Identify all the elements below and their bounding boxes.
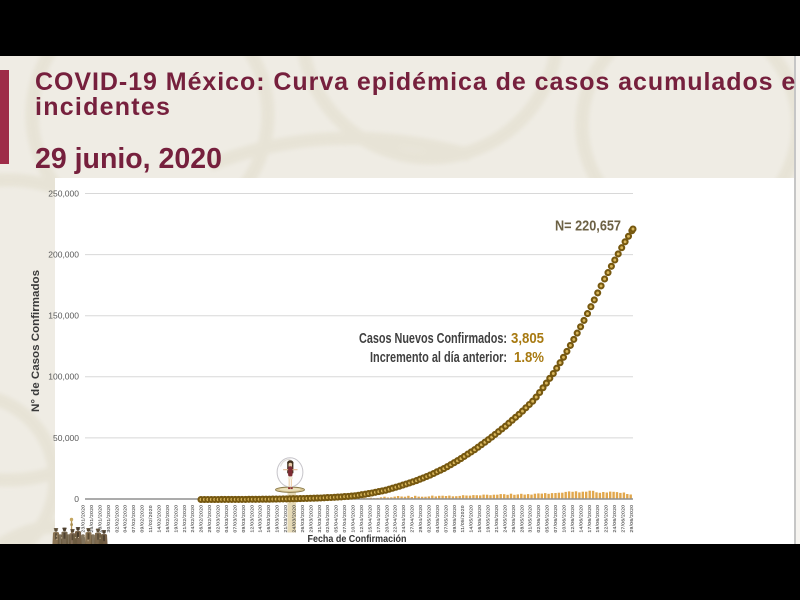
svg-text:10/06/2020: 10/06/2020 [562, 505, 568, 533]
svg-text:27/06/2020: 27/06/2020 [621, 505, 627, 533]
svg-text:16/02/2020: 16/02/2020 [165, 505, 171, 533]
svg-text:07/03/2020: 07/03/2020 [232, 505, 238, 533]
svg-text:14/02/2020: 14/02/2020 [156, 505, 162, 533]
svg-text:31/05/2020: 31/05/2020 [528, 505, 534, 533]
svg-text:21/05/2020: 21/05/2020 [494, 505, 500, 533]
svg-text:0: 0 [74, 494, 79, 504]
svg-text:100,000: 100,000 [48, 372, 79, 382]
svg-text:23/01/2020: 23/01/2020 [81, 505, 87, 533]
svg-text:14/03/2020: 14/03/2020 [258, 505, 264, 533]
svg-text:02/02/2020: 02/02/2020 [114, 505, 120, 533]
svg-text:14/06/2020: 14/06/2020 [578, 505, 584, 533]
svg-text:19/03/2020: 19/03/2020 [275, 505, 281, 533]
svg-text:07/06/2020: 07/06/2020 [553, 505, 559, 533]
svg-text:09/02/2020: 09/02/2020 [140, 505, 146, 533]
svg-text:07/05/2020: 07/05/2020 [443, 505, 449, 533]
svg-text:14/05/2020: 14/05/2020 [469, 505, 475, 533]
svg-text:04/05/2020: 04/05/2020 [435, 505, 441, 533]
svg-text:11/05/2020: 11/05/2020 [460, 505, 466, 532]
svg-text:12/03/2020: 12/03/2020 [249, 505, 255, 533]
svg-text:29/06/2020: 29/06/2020 [629, 505, 635, 533]
svg-text:28/05/2020: 28/05/2020 [519, 505, 525, 533]
svg-text:09/05/2020: 09/05/2020 [452, 505, 458, 533]
svg-text:250,000: 250,000 [48, 188, 79, 198]
svg-text:24/04/2020: 24/04/2020 [401, 505, 407, 533]
svg-text:16/05/2020: 16/05/2020 [477, 505, 483, 533]
svg-text:31/03/2020: 31/03/2020 [317, 505, 323, 533]
svg-text:3,805: 3,805 [511, 331, 544, 347]
svg-text:05/06/2020: 05/06/2020 [545, 505, 551, 533]
svg-text:02/03/2020: 02/03/2020 [216, 505, 222, 533]
svg-text:07/02/2020: 07/02/2020 [131, 505, 137, 533]
svg-text:Incremento al día anterior:: Incremento al día anterior: [370, 350, 507, 366]
svg-text:1.8%: 1.8% [514, 350, 544, 366]
svg-text:25/01/2020: 25/01/2020 [89, 505, 95, 533]
svg-text:24/03/2020: 24/03/2020 [292, 505, 298, 533]
svg-text:29/03/2020: 29/03/2020 [308, 505, 314, 533]
svg-text:24/02/2020: 24/02/2020 [190, 505, 196, 533]
svg-text:26/05/2020: 26/05/2020 [511, 505, 517, 533]
svg-text:27/04/2020: 27/04/2020 [410, 505, 416, 533]
svg-text:200,000: 200,000 [48, 250, 79, 260]
svg-text:04/02/2020: 04/02/2020 [123, 505, 129, 533]
svg-text:22/06/2020: 22/06/2020 [604, 505, 610, 533]
svg-text:21/03/2020: 21/03/2020 [283, 505, 289, 533]
svg-text:12/04/2020: 12/04/2020 [359, 505, 365, 533]
svg-text:19/05/2020: 19/05/2020 [486, 505, 492, 533]
svg-text:24/06/2020: 24/06/2020 [612, 505, 618, 533]
svg-text:02/06/2020: 02/06/2020 [536, 505, 542, 533]
svg-text:09/03/2020: 09/03/2020 [241, 505, 247, 533]
svg-text:Fecha de Confirmación: Fecha de Confirmación [308, 534, 407, 545]
svg-text:150,000: 150,000 [48, 311, 79, 321]
svg-text:21/02/2020: 21/02/2020 [182, 505, 188, 533]
svg-text:11/02/2020: 11/02/2020 [148, 505, 154, 532]
svg-text:02/05/2020: 02/05/2020 [427, 505, 433, 533]
svg-text:26/03/2020: 26/03/2020 [300, 505, 306, 533]
svg-text:04/03/2020: 04/03/2020 [224, 505, 230, 533]
svg-text:Casos Nuevos Confirmados:: Casos Nuevos Confirmados: [359, 331, 507, 347]
svg-text:10/04/2020: 10/04/2020 [351, 505, 357, 533]
svg-text:50,000: 50,000 [53, 433, 79, 443]
svg-text:12/06/2020: 12/06/2020 [570, 505, 576, 533]
svg-text:02/04/2020: 02/04/2020 [325, 505, 331, 533]
svg-text:05/04/2020: 05/04/2020 [334, 505, 340, 533]
svg-text:28/02/2020: 28/02/2020 [207, 505, 213, 533]
svg-text:17/04/2020: 17/04/2020 [376, 505, 382, 533]
svg-text:19/02/2020: 19/02/2020 [173, 505, 179, 533]
svg-text:29/04/2020: 29/04/2020 [418, 505, 424, 533]
svg-text:07/04/2020: 07/04/2020 [342, 505, 348, 533]
svg-text:N= 220,657: N= 220,657 [555, 219, 621, 235]
svg-text:30/01/2020: 30/01/2020 [106, 505, 112, 533]
svg-text:28/01/2020: 28/01/2020 [97, 505, 103, 533]
svg-text:16/03/2020: 16/03/2020 [266, 505, 272, 533]
svg-text:N° de Casos Confirmados: N° de Casos Confirmados [30, 270, 42, 412]
svg-text:15/04/2020: 15/04/2020 [367, 505, 373, 533]
svg-text:24/05/2020: 24/05/2020 [502, 505, 508, 533]
svg-text:26/02/2020: 26/02/2020 [199, 505, 205, 533]
svg-text:22/04/2020: 22/04/2020 [393, 505, 399, 533]
svg-text:17/06/2020: 17/06/2020 [587, 505, 593, 533]
svg-text:19/06/2020: 19/06/2020 [595, 505, 601, 533]
svg-text:20/04/2020: 20/04/2020 [384, 505, 390, 533]
